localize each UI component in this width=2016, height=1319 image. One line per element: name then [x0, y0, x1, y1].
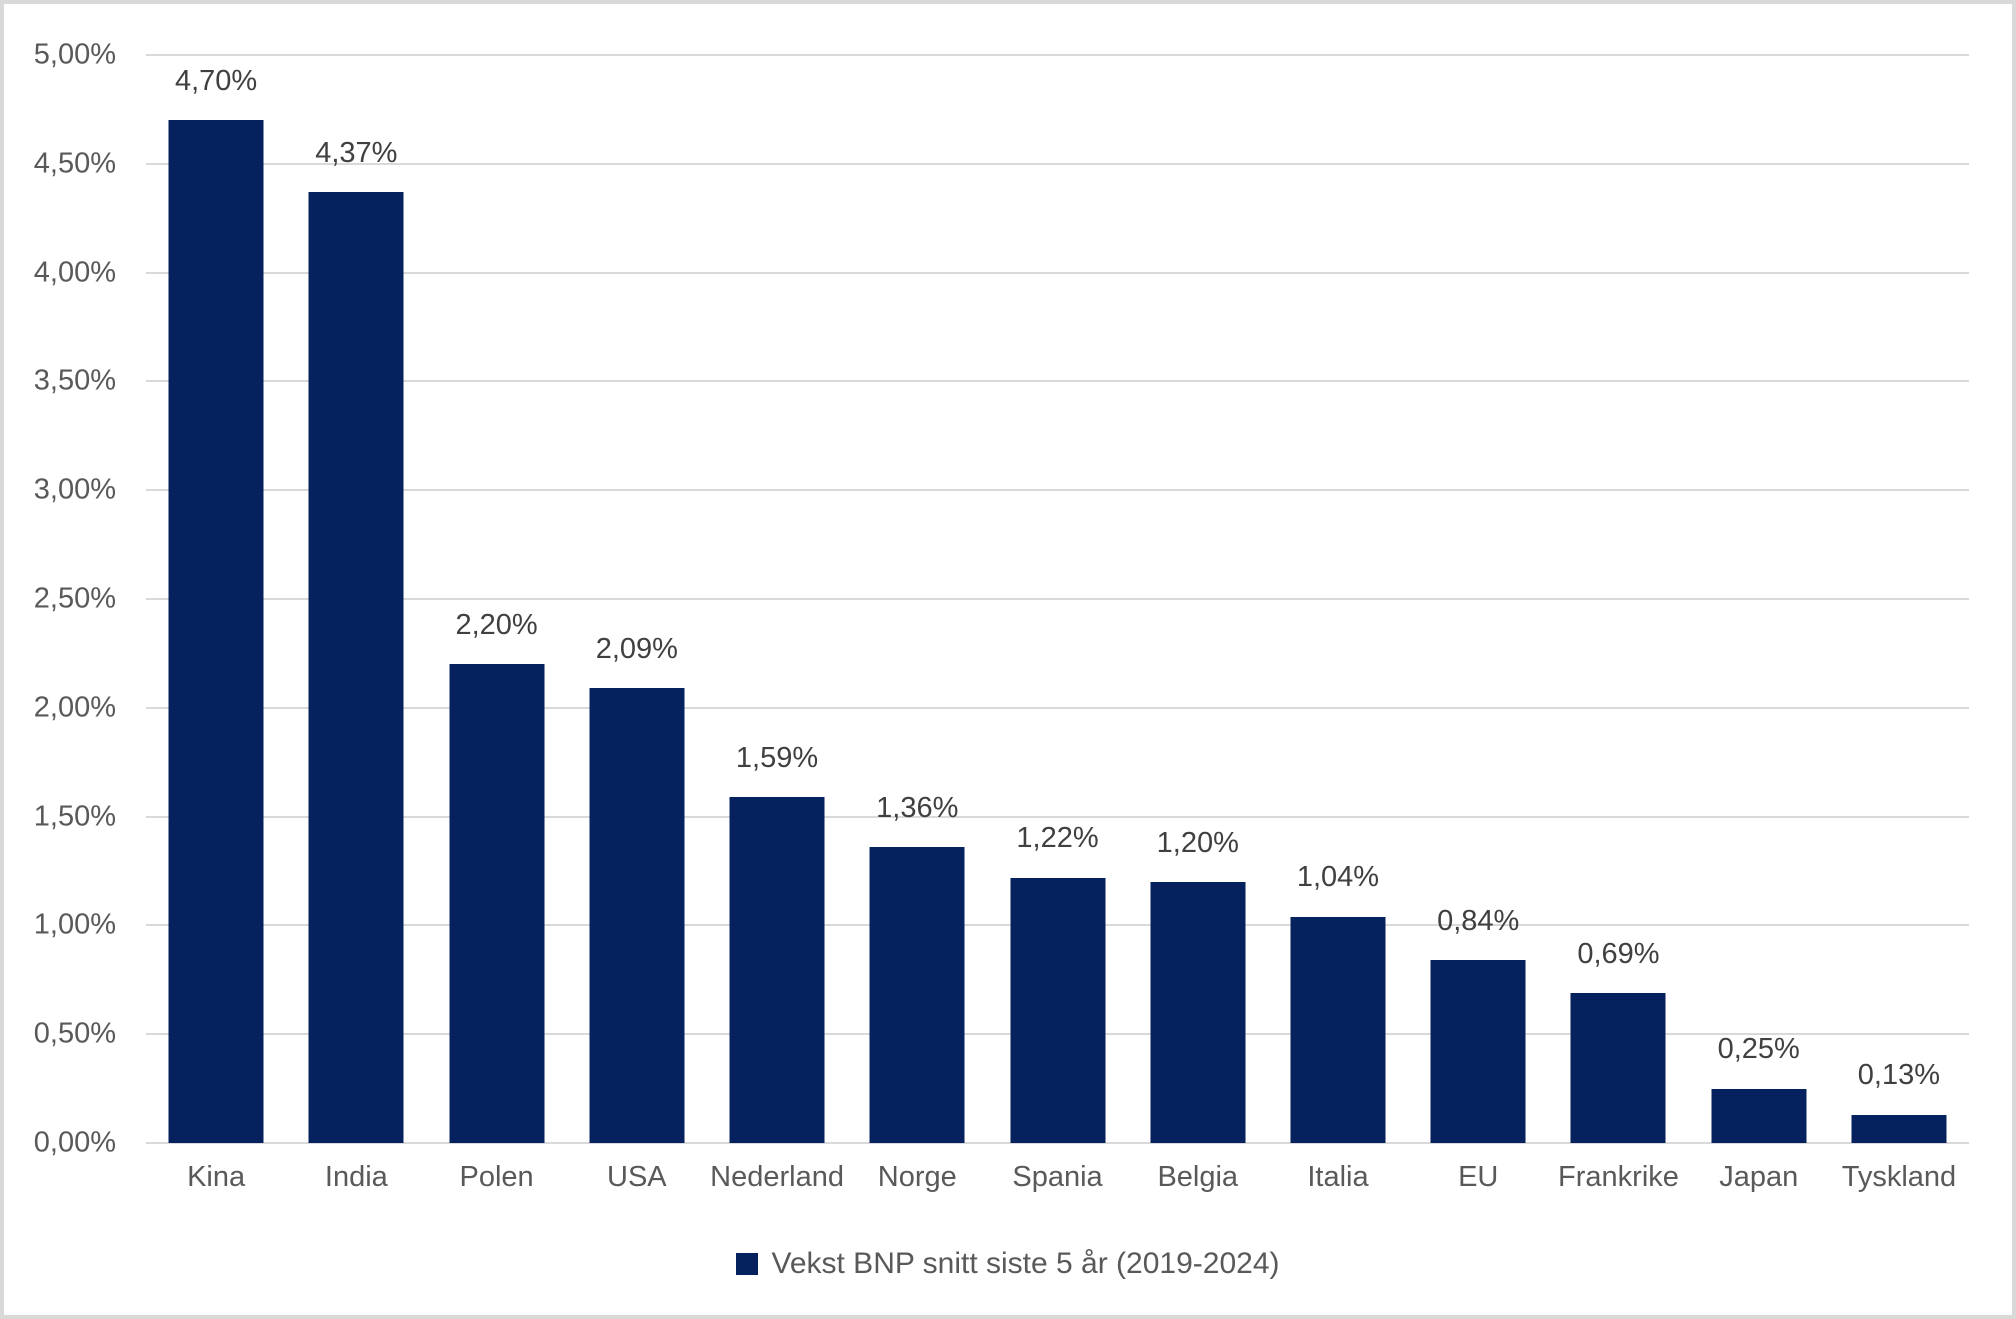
bar-belgia: [1150, 881, 1246, 1143]
x-tick-label: Tyskland: [1841, 1161, 1957, 1193]
x-tick-label: USA: [607, 1161, 667, 1193]
bar-value-label: 0,25%: [1717, 1033, 1800, 1066]
bar-polen: [449, 664, 545, 1143]
gridline: [146, 54, 1969, 56]
bar-value-label: 1,04%: [1296, 861, 1380, 894]
legend: Vekst BNP snitt siste 5 år (2019-2024): [4, 1247, 2012, 1281]
bar-usa: [589, 688, 685, 1143]
gridline: [146, 380, 1969, 383]
x-tick-label: Frankrike: [1558, 1161, 1679, 1193]
gridline: [146, 271, 1969, 274]
bar-frankrike: [1570, 992, 1666, 1143]
legend-swatch-icon: [736, 1253, 759, 1275]
gridline: [146, 162, 1969, 165]
bar-value-label: 0,13%: [1857, 1059, 1941, 1092]
bar-norge: [869, 847, 965, 1143]
x-tick-label: Spania: [1012, 1161, 1103, 1193]
y-tick-label: 1,50%: [33, 800, 116, 833]
x-tick-label: Belgia: [1157, 1161, 1239, 1193]
bar-eu: [1430, 960, 1526, 1143]
x-tick-label: Norge: [877, 1161, 957, 1193]
y-tick-label: 4,00%: [33, 256, 116, 289]
gridline: [146, 706, 1969, 709]
bar-value-label: 4,70%: [174, 64, 258, 97]
bar-india: [308, 192, 404, 1143]
bar-slot: 4,37%: [286, 55, 426, 1143]
y-tick-label: 3,50%: [33, 364, 116, 397]
y-axis: 0,00% 0,50% 1,00% 1,50% 2,00% 2,50% 3,00% 3,50%…: [4, 40, 116, 1157]
y-tick-label: 4,50%: [33, 147, 116, 180]
x-axis: Kina India Polen USA Nederland Norge Spania Bel…: [146, 1161, 1969, 1194]
legend-label: Vekst BNP snitt siste 5 år (2019-2024): [771, 1247, 1280, 1280]
bar-slot: 2,20%: [426, 55, 566, 1143]
bar-nederland: [729, 797, 825, 1143]
bar-slot: 0,84%: [1408, 55, 1548, 1143]
bar-kina: [168, 120, 264, 1143]
bar-japan: [1711, 1088, 1807, 1143]
gridline: [146, 815, 1969, 818]
x-tick-label: Italia: [1307, 1161, 1369, 1193]
bar-value-label: 2,09%: [595, 632, 678, 665]
bars-row: 4,70% 4,37% 2,20% 2,09% 1,59% 1,36% 1,22% 1,20%…: [146, 55, 1969, 1143]
bar-slot: 1,59%: [707, 55, 847, 1143]
gridline: [146, 598, 1969, 600]
bar-value-label: 1,22%: [1016, 822, 1099, 855]
x-tick-label: EU: [1458, 1161, 1499, 1193]
x-tick-label: Japan: [1719, 1161, 1799, 1193]
bar-value-label: 1,36%: [876, 791, 959, 824]
bar-slot: 1,22%: [987, 55, 1127, 1143]
bar-value-label: 2,20%: [455, 608, 538, 641]
y-tick-label: 1,00%: [33, 908, 116, 941]
plot-area: 4,70% 4,37% 2,20% 2,09% 1,59% 1,36% 1,22% 1,20%…: [146, 54, 1969, 1144]
y-tick-label: 0,00%: [33, 1126, 116, 1159]
bar-value-label: 1,59%: [735, 741, 819, 774]
gridline: [146, 489, 1969, 492]
bar-slot: 4,70%: [146, 55, 286, 1143]
x-tick-label: Nederland: [710, 1161, 844, 1193]
x-tick-label: Polen: [459, 1161, 534, 1193]
bar-slot: 0,25%: [1689, 55, 1829, 1143]
bar-italia: [1290, 916, 1386, 1143]
y-tick-label: 2,50%: [33, 582, 116, 615]
bar-value-label: 1,20%: [1156, 826, 1239, 859]
y-tick-label: 0,50%: [33, 1017, 116, 1050]
bar-tyskland: [1851, 1114, 1947, 1143]
y-tick-label: 5,00%: [33, 38, 116, 71]
x-tick-label: India: [324, 1161, 388, 1193]
bar-slot: 2,09%: [567, 55, 707, 1143]
bar-value-label: 4,37%: [315, 136, 398, 169]
bar-value-label: 0,69%: [1577, 937, 1660, 970]
y-tick-label: 2,00%: [33, 691, 116, 724]
y-tick-label: 3,00%: [33, 473, 116, 506]
bar-slot: 0,13%: [1829, 55, 1969, 1143]
bar-slot: 1,36%: [847, 55, 987, 1143]
bar-slot: 1,20%: [1128, 55, 1268, 1143]
x-tick-label: Kina: [187, 1161, 246, 1193]
bar-value-label: 0,84%: [1437, 904, 1520, 937]
bar-spania: [1010, 877, 1106, 1143]
bar-slot: 0,69%: [1548, 55, 1688, 1143]
gridline: [146, 1142, 1969, 1144]
bar-slot: 1,04%: [1268, 55, 1408, 1143]
